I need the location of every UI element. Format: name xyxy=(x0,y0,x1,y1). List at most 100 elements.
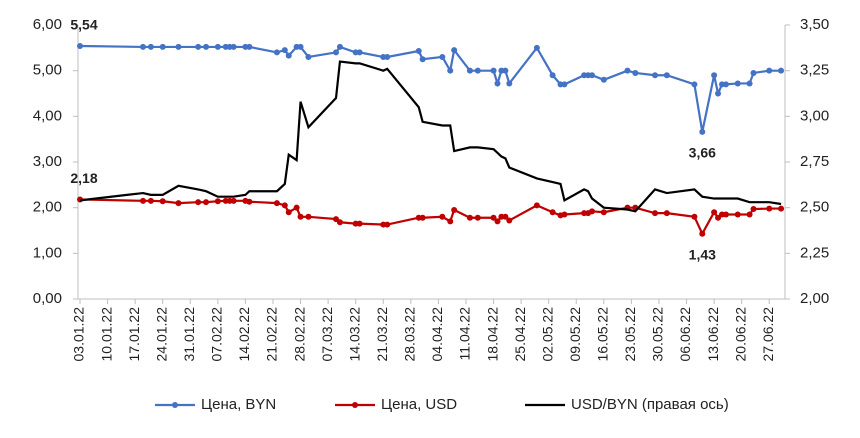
point xyxy=(384,221,391,228)
point xyxy=(439,53,446,60)
point xyxy=(722,211,729,218)
point xyxy=(766,205,773,212)
point xyxy=(549,209,556,216)
point xyxy=(246,43,253,50)
point xyxy=(494,80,501,87)
point xyxy=(746,211,753,218)
point xyxy=(632,69,639,76)
point xyxy=(195,43,202,50)
point xyxy=(273,49,280,56)
x-tick-label: 21.03.22 xyxy=(374,307,390,362)
point xyxy=(203,43,210,50)
point xyxy=(203,199,210,206)
point xyxy=(159,198,166,205)
point xyxy=(506,80,513,87)
point xyxy=(502,213,509,220)
point xyxy=(561,211,568,218)
x-tick-label: 14.02.22 xyxy=(236,307,252,362)
x-tick-label: 07.03.22 xyxy=(319,307,335,362)
x-tick-label: 11.04.22 xyxy=(457,307,473,361)
point xyxy=(600,76,607,83)
point xyxy=(147,197,154,204)
point xyxy=(600,209,607,216)
point xyxy=(140,197,147,204)
point xyxy=(147,43,154,50)
point xyxy=(140,43,147,50)
point xyxy=(533,44,540,51)
point xyxy=(281,202,288,209)
x-tick-label: 24.01.22 xyxy=(153,307,169,362)
point xyxy=(589,208,596,215)
point xyxy=(533,202,540,209)
x-tick-label: 06.06.22 xyxy=(677,307,693,362)
point xyxy=(699,230,706,237)
point xyxy=(474,67,481,74)
point xyxy=(699,128,706,135)
x-tick-label: 21.02.22 xyxy=(264,307,280,362)
point xyxy=(750,69,757,76)
point xyxy=(715,90,722,97)
data-label: 5,54 xyxy=(70,17,97,33)
point xyxy=(691,213,698,220)
point xyxy=(281,47,288,54)
point xyxy=(214,43,221,50)
y-tick-label: 2,00 xyxy=(33,199,62,216)
x-tick-label: 04.04.22 xyxy=(429,307,445,362)
point xyxy=(214,198,221,205)
x-tick-label: 28.02.22 xyxy=(291,307,307,362)
point xyxy=(285,52,292,59)
point xyxy=(297,43,304,50)
point xyxy=(451,206,458,213)
x-tick-label: 03.01.22 xyxy=(71,307,87,362)
legend-label: Цена, BYN xyxy=(201,396,276,413)
point xyxy=(750,206,757,213)
point xyxy=(663,210,670,217)
y2-tick-label: 3,50 xyxy=(800,16,829,33)
point xyxy=(246,198,253,205)
point xyxy=(305,53,312,60)
y-tick-label: 1,00 xyxy=(33,244,62,261)
x-tick-label: 28.03.22 xyxy=(402,307,418,362)
point xyxy=(734,211,741,218)
x-tick-label: 20.06.22 xyxy=(732,307,748,362)
point xyxy=(77,43,83,50)
legend-marker xyxy=(172,402,178,408)
point xyxy=(447,218,454,225)
point xyxy=(415,48,422,55)
point xyxy=(285,209,292,216)
point xyxy=(466,214,473,221)
y-tick-label: 5,00 xyxy=(33,62,62,79)
point xyxy=(273,200,280,207)
legend-label: USD/BYN (правая ось) xyxy=(571,396,729,413)
data-label: 1,43 xyxy=(689,246,716,262)
y2-tick-label: 2,25 xyxy=(800,244,829,261)
x-tick-label: 10.01.22 xyxy=(98,307,114,362)
point xyxy=(561,81,568,88)
point xyxy=(490,214,497,221)
point xyxy=(746,80,753,87)
point xyxy=(175,43,182,50)
point xyxy=(175,200,182,207)
point xyxy=(589,72,596,79)
point xyxy=(624,67,631,74)
y-tick-label: 4,00 xyxy=(33,107,62,124)
point xyxy=(663,72,670,79)
point xyxy=(734,80,741,87)
point xyxy=(474,214,481,221)
y-tick-label: 6,00 xyxy=(33,16,62,33)
point xyxy=(356,220,363,227)
x-tick-label: 16.05.22 xyxy=(595,307,611,362)
point xyxy=(490,67,497,74)
point xyxy=(691,81,698,88)
x-tick-label: 30.05.22 xyxy=(650,307,666,362)
data-label: 3,66 xyxy=(689,145,716,161)
point xyxy=(356,49,363,56)
legend-label: Цена, USD xyxy=(381,396,457,413)
point xyxy=(419,214,426,221)
data-label: 2,18 xyxy=(70,170,97,186)
point xyxy=(451,47,458,54)
point xyxy=(466,67,473,74)
y2-tick-label: 3,25 xyxy=(800,62,829,79)
y2-tick-label: 2,00 xyxy=(800,290,829,307)
